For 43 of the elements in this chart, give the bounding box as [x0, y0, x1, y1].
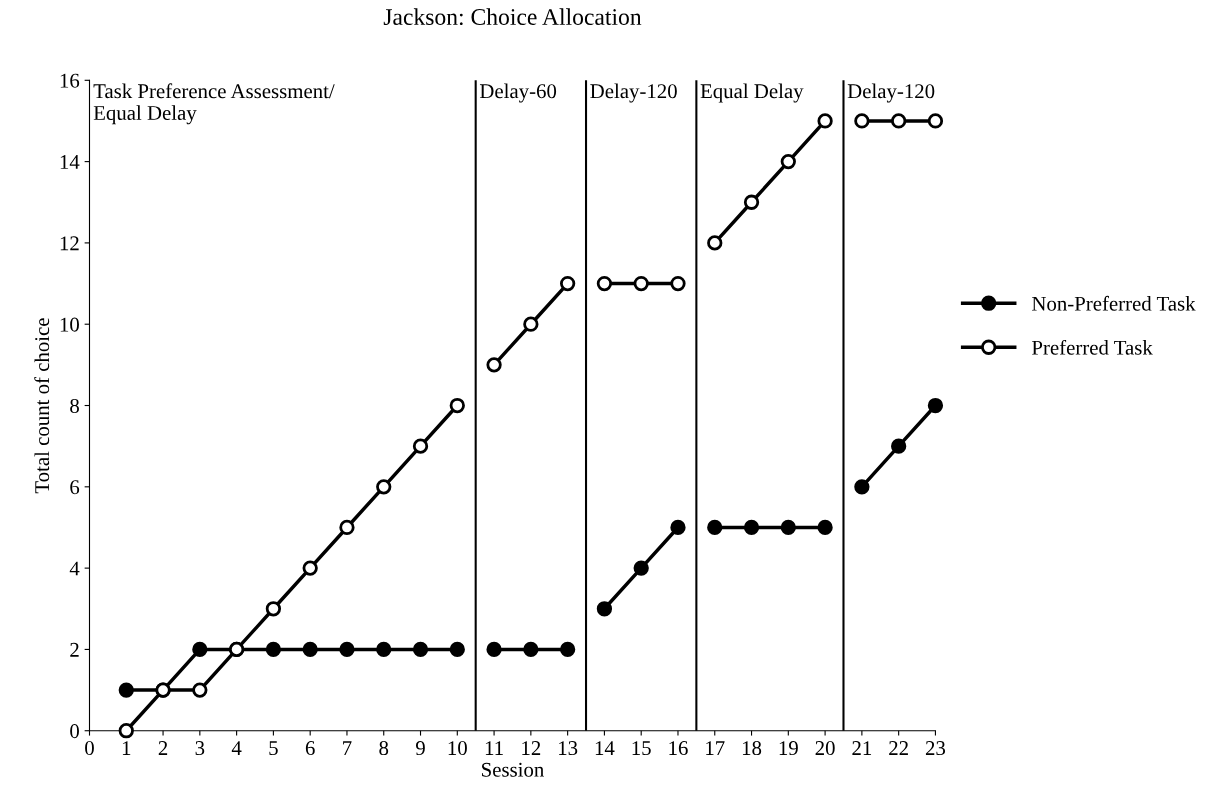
x-tick-label: 3: [195, 741, 205, 756]
x-tick-label: 22: [889, 741, 908, 755]
y-tick-label: 16: [60, 73, 80, 88]
x-tick-label: 6: [305, 741, 315, 756]
x-tick-label: 17: [706, 741, 725, 755]
x-tick-label: 21: [852, 741, 872, 755]
y-tick-label: 10: [60, 317, 79, 332]
legend-label: Non-Preferred Task: [1032, 295, 1196, 311]
y-tick-label: 4: [69, 561, 80, 576]
x-tick-label: 12: [522, 741, 541, 755]
y-tick-label: 8: [70, 398, 79, 413]
x-tick-label: 20: [815, 741, 835, 756]
x-tick-label: 11: [485, 741, 503, 755]
x-tick-label: 18: [742, 741, 762, 756]
x-tick-label: 8: [379, 741, 389, 756]
x-tick-label: 7: [343, 741, 352, 755]
annotation: Delay-60: [479, 83, 557, 103]
y-tick-label: 12: [60, 236, 79, 251]
x-tick-label: 0: [85, 741, 94, 756]
x-tick-label: 5: [269, 741, 278, 756]
y-tick-label: 14: [60, 155, 80, 169]
y-tick-label: 2: [70, 642, 79, 657]
annotation: Equal Delay: [700, 83, 804, 103]
y-axis-title: Total count of choice: [34, 318, 50, 494]
legend-label: Preferred Task: [1032, 339, 1153, 355]
x-tick-label: 1: [122, 741, 131, 755]
annotation: Task Preference Assessment/ Equal Delay: [93, 83, 335, 125]
x-tick-label: 19: [779, 741, 798, 756]
x-tick-label: 16: [669, 741, 688, 756]
x-tick-label: 10: [448, 741, 467, 756]
x-tick-label: 2: [158, 741, 168, 755]
x-tick-label: 4: [231, 741, 242, 755]
x-tick-label: 14: [595, 741, 615, 755]
y-tick-label: 0: [70, 724, 79, 739]
x-tick-label: 23: [925, 741, 946, 756]
x-tick-label: 15: [632, 741, 651, 756]
x-axis-title: Session: [482, 762, 544, 777]
chart-title: Jackson: Choice Allocation: [383, 8, 642, 26]
annotation: Delay-120: [847, 83, 935, 103]
y-tick-label: 6: [70, 480, 80, 495]
x-tick-label: 9: [415, 741, 425, 756]
annotation: Delay-120: [590, 83, 677, 103]
x-tick-label: 13: [559, 741, 578, 756]
